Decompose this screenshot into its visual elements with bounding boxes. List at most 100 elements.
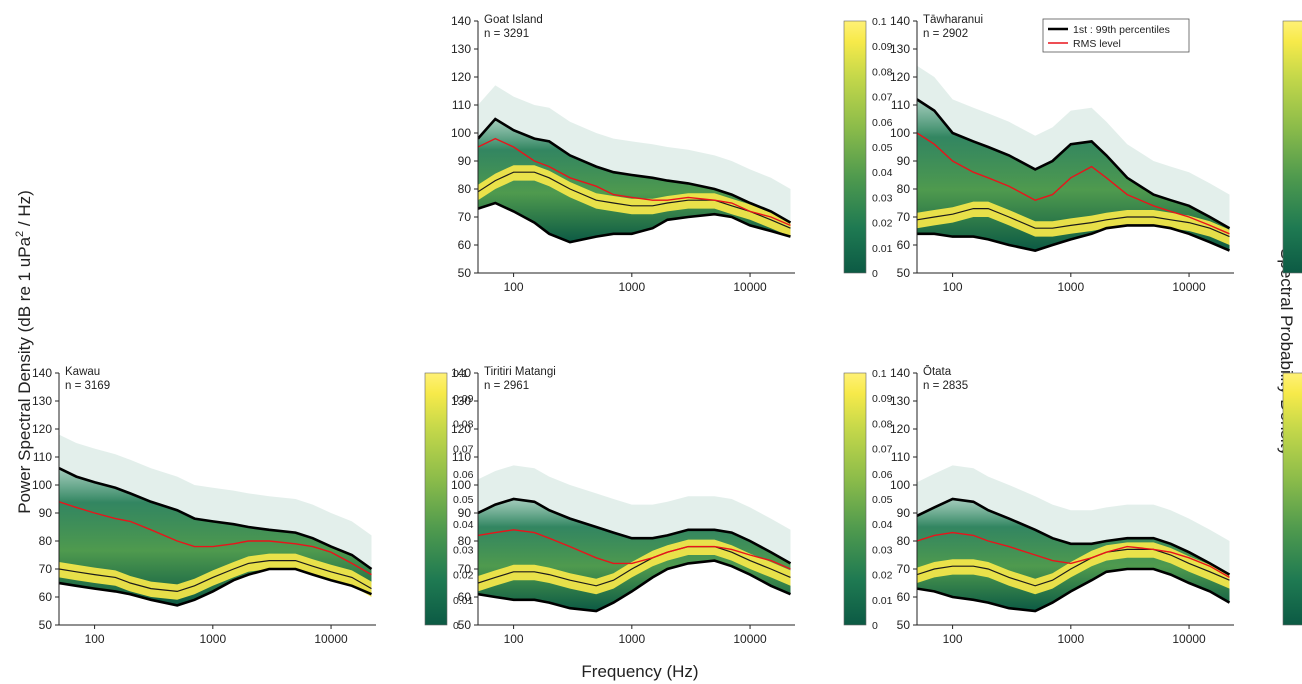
p99-line — [917, 497, 1231, 576]
density-ridge — [478, 539, 791, 595]
colorbar — [424, 372, 448, 626]
panel-2: 50 60 70 80 90 100 110 120 130 140 100 1000 10000 Tāw… — [890, 14, 1302, 294]
colorbar-tick-label: 0.05 — [872, 142, 893, 154]
y-tick-label: 90 — [458, 154, 472, 168]
y-tick-label: 50 — [458, 266, 472, 280]
colorbar-tick-label: 0 — [453, 620, 459, 632]
median-line — [917, 208, 1230, 238]
x-tick-label: 10000 — [1172, 632, 1206, 646]
colorbar-tick-label: 0.1 — [453, 368, 468, 380]
rms-line — [478, 137, 791, 227]
y-tick-label: 50 — [458, 618, 472, 632]
colorbar-tick-label: 0.06 — [872, 469, 893, 481]
y-tick-label: 100 — [451, 126, 471, 140]
colorbar-tick-label: 0.1 — [872, 16, 887, 28]
panel-site-label: Kawau — [65, 366, 100, 378]
y-tick-label: 110 — [452, 450, 471, 464]
y-tick-label: 100 — [890, 126, 910, 140]
y-tick-label: 80 — [458, 534, 472, 548]
y-tick-label: 80 — [897, 182, 911, 196]
colorbar-tick-label: 0.05 — [453, 494, 474, 506]
y-tick-label: 130 — [32, 394, 52, 408]
y-tick-label: 60 — [458, 238, 472, 252]
y-tick-label: 90 — [897, 154, 911, 168]
panel-4: 50 60 70 80 90 100 110 120 130 140 100 1000 10000 Tir… — [451, 366, 893, 646]
panel-5: 50 60 70 80 90 100 110 120 130 140 100 1000 10000 Ōta… — [890, 366, 1302, 646]
y-tick-label: 130 — [890, 394, 910, 408]
density-ridge — [917, 201, 1230, 245]
y-tick-label: 70 — [458, 562, 472, 576]
colorbar-tick-label: 0.07 — [872, 92, 893, 104]
x-tick-label: 100 — [943, 280, 963, 294]
legend-percentile-label: 1st : 99th percentiles — [1073, 24, 1170, 36]
colorbar-tick-label: 0.06 — [872, 117, 893, 129]
y-tick-label: 70 — [39, 562, 53, 576]
x-tick-label: 1000 — [618, 280, 645, 294]
x-tick-label: 10000 — [1172, 280, 1206, 294]
y-tick-label: 100 — [451, 478, 471, 492]
y-tick-label: 120 — [32, 422, 52, 436]
colorbar-tick-label: 0.01 — [872, 595, 893, 607]
panel-site-label: Tāwharanui — [923, 14, 983, 26]
colorbar-tick-label: 0.04 — [872, 167, 893, 179]
colorbar-tick-label: 0.05 — [872, 494, 893, 506]
colorbar-tick-label: 0.09 — [872, 41, 893, 53]
y-tick-label: 90 — [458, 506, 472, 520]
p99-line — [917, 98, 1231, 230]
plot-area — [917, 465, 1231, 613]
y-tick-label: 100 — [32, 478, 52, 492]
x-tick-label: 1000 — [199, 632, 226, 646]
colorbar-tick-label: 0.02 — [872, 570, 893, 582]
density-band — [478, 119, 791, 243]
y-tick-label: 120 — [451, 422, 471, 436]
y-tick-label: 70 — [458, 210, 472, 224]
median-line — [478, 546, 791, 587]
y-tick-label: 140 — [32, 366, 52, 380]
rms-line — [59, 501, 372, 576]
plot-area — [917, 65, 1231, 252]
p99-line — [59, 467, 373, 571]
x-tick-label: 1000 — [1057, 632, 1084, 646]
y-tick-label: 80 — [39, 534, 53, 548]
y-tick-label: 50 — [897, 618, 911, 632]
x-tick-label: 100 — [943, 632, 963, 646]
plot-area — [59, 434, 373, 607]
y-tick-label: 80 — [897, 534, 911, 548]
median-line — [478, 171, 791, 229]
panel-n-label: n = 3169 — [65, 380, 110, 392]
y-axis-title: Power Spectral Density (dB re 1 uPa2 / H… — [14, 190, 34, 514]
y-tick-label: 70 — [897, 562, 911, 576]
y-tick-label: 60 — [39, 590, 53, 604]
colorbar — [843, 20, 867, 274]
y-tick-label: 140 — [451, 14, 471, 28]
y-tick-label: 110 — [452, 98, 471, 112]
p01-line — [917, 224, 1231, 252]
colorbar-tick-label: 0.03 — [872, 544, 893, 556]
y-tick-label: 130 — [890, 42, 910, 56]
p01-line — [917, 567, 1231, 613]
y-tick-label: 60 — [897, 238, 911, 252]
plot-area — [478, 465, 792, 613]
x-tick-label: 1000 — [1057, 280, 1084, 294]
colorbar-tick-label: 0.06 — [453, 469, 474, 481]
panel-n-label: n = 2835 — [923, 380, 968, 392]
y-tick-label: 70 — [897, 210, 911, 224]
y-tick-label: 110 — [891, 450, 910, 464]
colorbar — [843, 372, 867, 626]
p01-line — [478, 201, 791, 244]
panel-1: 50 60 70 80 90 100 110 120 130 140 100 1000 10000 Goa… — [451, 14, 893, 294]
x-tick-label: 100 — [504, 280, 524, 294]
colorbar-tick-label: 0.04 — [872, 519, 893, 531]
y-tick-label: 130 — [451, 42, 471, 56]
y-tick-label: 60 — [897, 590, 911, 604]
colorbar-tick-label: 0.1 — [872, 368, 887, 380]
y-tick-label: 90 — [897, 506, 911, 520]
colorbar-tick-label: 0.03 — [453, 544, 474, 556]
colorbar — [1282, 20, 1302, 274]
y-tick-label: 50 — [39, 618, 53, 632]
plot-area — [478, 85, 792, 244]
y-tick-label: 80 — [458, 182, 472, 196]
colorbar-tick-label: 0.08 — [872, 66, 893, 78]
